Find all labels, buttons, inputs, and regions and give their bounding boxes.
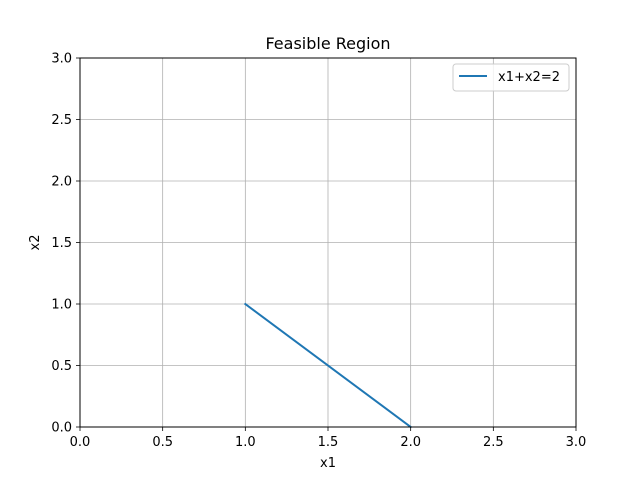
x-tick-label: 0.0 — [70, 435, 91, 450]
x-axis-ticks: 0.0 0.5 1.0 1.5 2.0 2.5 3.0 — [70, 427, 587, 450]
series-layer — [243, 302, 413, 429]
x-tick-label: 2.0 — [400, 435, 421, 450]
y-tick-label: 2.5 — [51, 113, 72, 128]
y-tick-label: 1.5 — [51, 236, 72, 251]
y-tick-label: 0.0 — [51, 421, 72, 436]
y-tick-label: 3.0 — [51, 52, 72, 67]
legend: x1+x2=2 — [452, 63, 570, 92]
x-tick-label: 2.5 — [483, 435, 504, 450]
x-tick-label: 3.0 — [566, 435, 587, 450]
y-tick-label: 1.0 — [51, 298, 72, 313]
grid — [79, 57, 577, 428]
x-tick-label: 0.5 — [152, 435, 173, 450]
y-axis-label: x2 — [28, 235, 43, 251]
y-axis-ticks: 0.0 0.5 1.0 1.5 2.0 2.5 3.0 — [51, 52, 80, 436]
x-tick-label: 1.0 — [235, 435, 256, 450]
chart-title: Feasible Region — [265, 34, 390, 53]
series-line — [243, 302, 413, 429]
x-axis-label: x1 — [320, 456, 336, 471]
x-tick-label: 1.5 — [318, 435, 339, 450]
legend-label: x1+x2=2 — [498, 70, 560, 85]
y-tick-label: 2.0 — [51, 175, 72, 190]
y-tick-label: 0.5 — [51, 359, 72, 374]
legend-box — [452, 63, 570, 92]
